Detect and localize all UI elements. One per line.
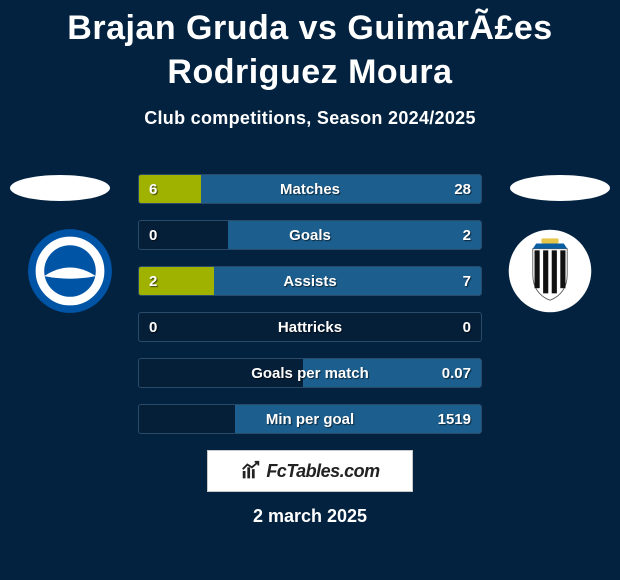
stat-row: 0Hattricks0 xyxy=(138,312,482,342)
stat-value-right: 0.07 xyxy=(442,359,471,388)
stat-label: Assists xyxy=(139,267,481,296)
club-crest-left xyxy=(20,228,120,314)
stat-label: Matches xyxy=(139,175,481,204)
stat-value-right: 0 xyxy=(463,313,471,342)
brighton-crest-icon xyxy=(20,228,120,314)
player-pill-right xyxy=(510,175,610,201)
stat-row: 2Assists7 xyxy=(138,266,482,296)
subtitle: Club competitions, Season 2024/2025 xyxy=(0,108,620,129)
date-text: 2 march 2025 xyxy=(0,506,620,527)
stat-value-right: 28 xyxy=(454,175,471,204)
stat-label: Hattricks xyxy=(139,313,481,342)
page-title: Brajan Gruda vs GuimarÃ£es Rodriguez Mou… xyxy=(0,0,620,94)
club-crest-right xyxy=(500,228,600,314)
stats-bars-container: 6Matches280Goals22Assists70Hattricks0Goa… xyxy=(138,174,482,450)
footer-brand-box: FcTables.com xyxy=(207,450,413,492)
stat-value-right: 1519 xyxy=(438,405,471,434)
stat-row: Goals per match0.07 xyxy=(138,358,482,388)
stat-row: Min per goal1519 xyxy=(138,404,482,434)
player-pill-left xyxy=(10,175,110,201)
footer-brand-text: FcTables.com xyxy=(266,461,379,482)
stat-label: Goals xyxy=(139,221,481,250)
stat-value-right: 2 xyxy=(463,221,471,250)
chart-icon xyxy=(240,460,262,482)
stat-label: Min per goal xyxy=(139,405,481,434)
newcastle-crest-icon xyxy=(500,228,600,314)
stat-row: 0Goals2 xyxy=(138,220,482,250)
stat-value-right: 7 xyxy=(463,267,471,296)
stat-row: 6Matches28 xyxy=(138,174,482,204)
stat-label: Goals per match xyxy=(139,359,481,388)
